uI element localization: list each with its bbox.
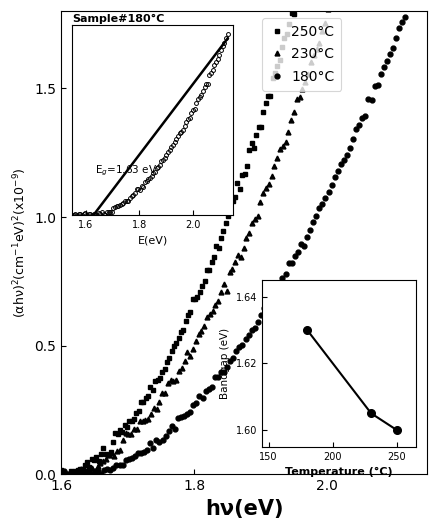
180°C: [59, 471, 64, 478]
250°C: [200, 282, 205, 289]
230°C: [210, 308, 215, 314]
180°C: [135, 450, 141, 456]
250°C: [282, 35, 287, 41]
250°C: [181, 326, 186, 333]
180°C: [311, 218, 316, 225]
Line: 230°C: 230°C: [59, 0, 370, 477]
180°C: [157, 439, 162, 445]
230°C: [277, 146, 283, 153]
250°C: [59, 467, 64, 473]
250°C: [63, 471, 68, 478]
Y-axis label: (αhν)$^2$(cm$^{-1}$eV)$^2$(x10$^{-9}$): (αhν)$^2$(cm$^{-1}$eV)$^2$(x10$^{-9}$): [11, 167, 29, 318]
230°C: [61, 471, 67, 478]
180°C: [347, 144, 353, 151]
250°C: [289, 10, 294, 16]
250°C: [275, 63, 280, 69]
X-axis label: hν(eV): hν(eV): [205, 499, 283, 519]
230°C: [59, 471, 64, 478]
230°C: [151, 404, 156, 411]
Line: 180°C: 180°C: [59, 0, 429, 477]
250°C: [291, 11, 297, 17]
250°C: [115, 431, 120, 437]
180°C: [261, 305, 267, 312]
230°C: [201, 322, 207, 329]
250°C: [106, 452, 111, 458]
Line: 250°C: 250°C: [59, 11, 297, 477]
Legend: 250°C, 230°C, 180°C: 250°C, 230°C, 180°C: [262, 18, 341, 91]
